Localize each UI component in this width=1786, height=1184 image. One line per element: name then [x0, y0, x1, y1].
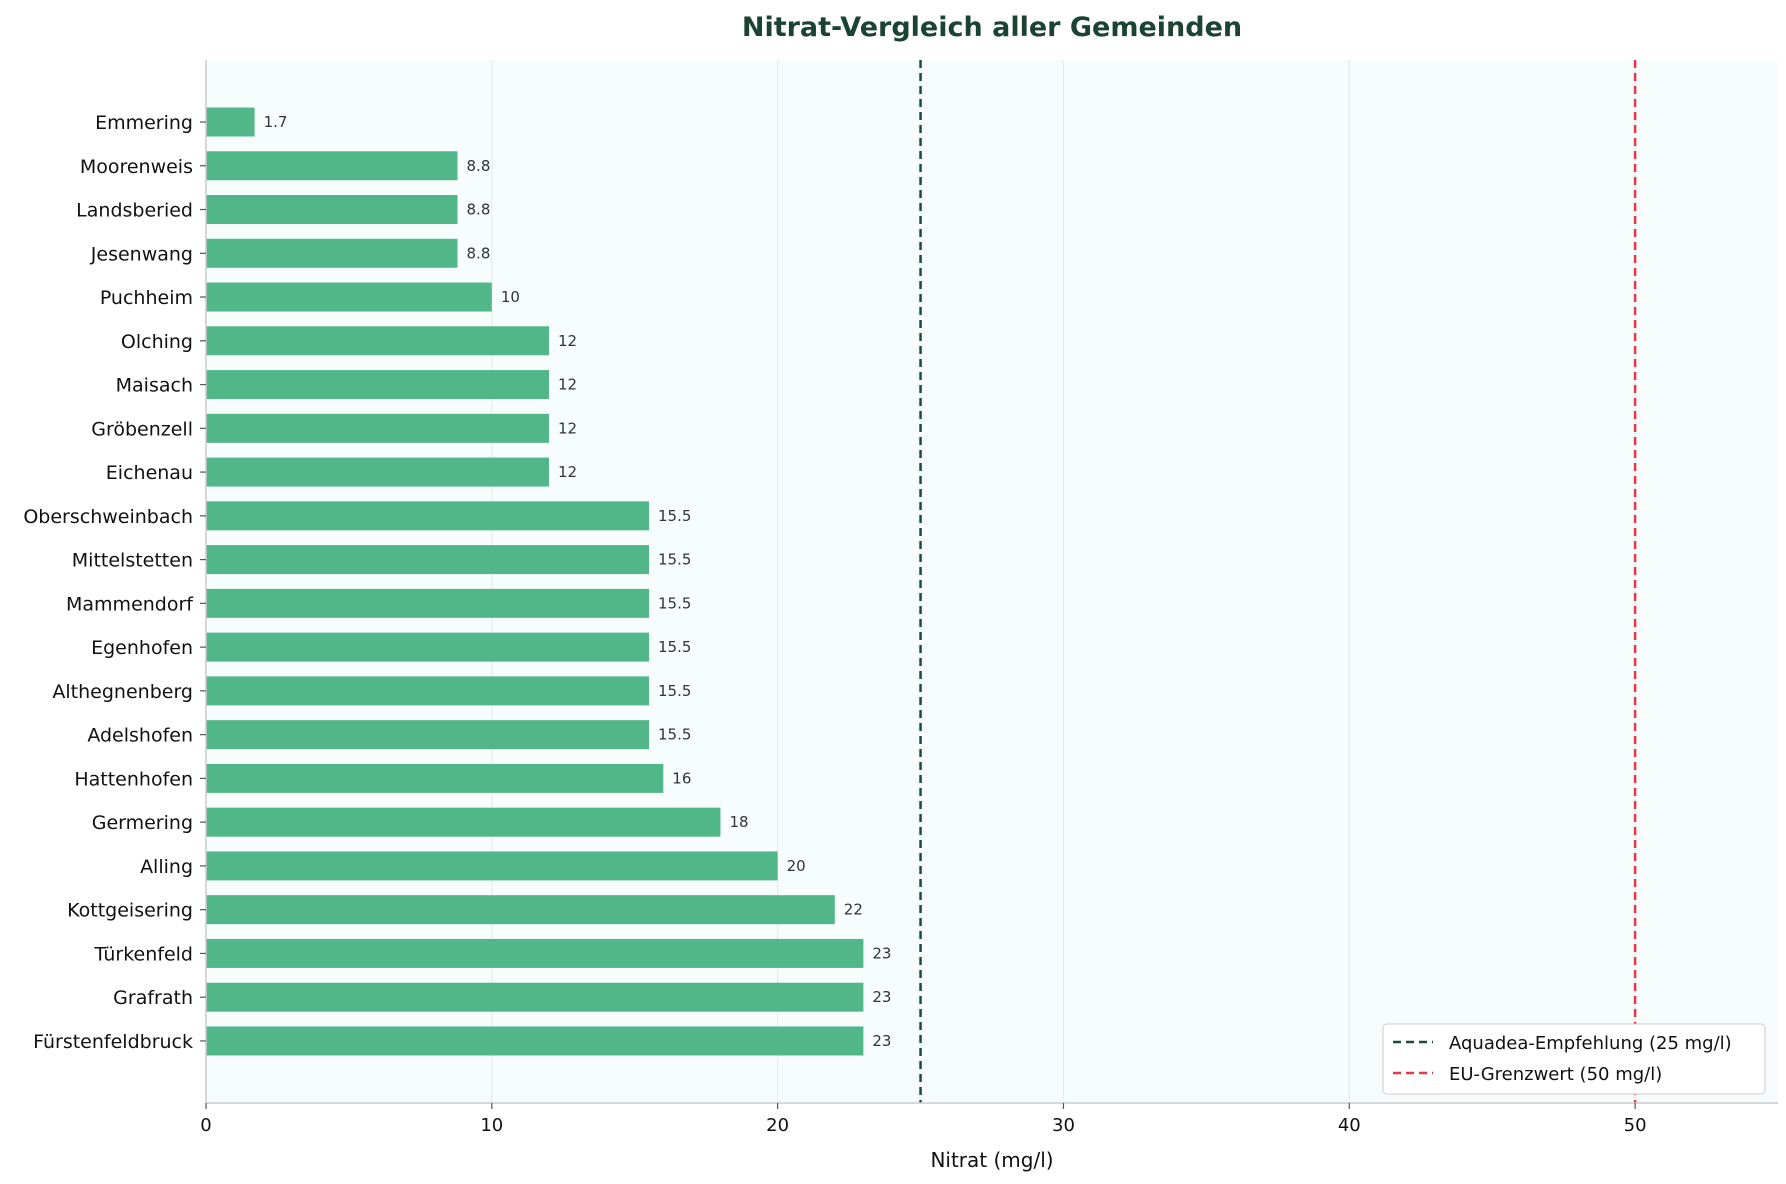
value-label: 23	[872, 988, 891, 1006]
bar	[206, 982, 864, 1012]
category-label: Eichenau	[106, 462, 193, 484]
value-label: 15.5	[658, 594, 691, 612]
bar	[206, 720, 650, 750]
category-label: Egenhofen	[91, 637, 193, 659]
category-label: Adelshofen	[87, 725, 193, 747]
x-ticks: 0 10 20 30 40 50	[200, 1103, 1647, 1136]
bar	[206, 938, 864, 968]
bar	[206, 326, 549, 356]
bar	[206, 457, 549, 487]
category-label: Gröbenzell	[91, 418, 193, 440]
category-label: Moorenweis	[80, 156, 193, 178]
x-tick-label: 20	[766, 1115, 789, 1136]
value-label: 22	[844, 901, 863, 919]
value-label: 8.8	[467, 244, 491, 262]
plot-background	[206, 60, 1778, 1103]
bar	[206, 763, 664, 793]
x-tick-label: 0	[200, 1115, 211, 1136]
bar	[206, 632, 650, 662]
x-tick-label: 40	[1338, 1115, 1361, 1136]
category-label: Türkenfeld	[93, 943, 193, 965]
category-label: Emmering	[95, 112, 193, 134]
category-label: Maisach	[116, 375, 193, 397]
category-label: Mammendorf	[66, 593, 194, 615]
category-label: Landsberied	[76, 200, 193, 222]
bar	[206, 588, 650, 618]
value-label: 8.8	[467, 157, 491, 175]
legend-label-aquadea: Aquadea-Empfehlung (25 mg/l)	[1449, 1033, 1732, 1054]
value-label: 8.8	[467, 201, 491, 219]
grid-lines	[491, 60, 1636, 1103]
value-label: 1.7	[264, 113, 288, 131]
category-label: Althegnenberg	[52, 681, 193, 703]
bar	[206, 1026, 864, 1056]
bar	[206, 282, 492, 312]
category-label: Germering	[92, 812, 193, 834]
category-label: Fürstenfeldbruck	[33, 1031, 193, 1053]
category-label: Olching	[121, 331, 193, 353]
legend-label-eu: EU-Grenzwert (50 mg/l)	[1449, 1064, 1662, 1085]
value-label: 15.5	[658, 551, 691, 569]
category-label: Kottgeisering	[67, 900, 193, 922]
bar	[206, 151, 458, 181]
value-label: 20	[787, 857, 806, 875]
x-tick-label: 30	[1052, 1115, 1075, 1136]
category-label: Puchheim	[100, 287, 193, 309]
bar	[206, 895, 835, 925]
value-label: 15.5	[658, 726, 691, 744]
reference-lines	[919, 60, 1637, 1103]
bar	[206, 676, 650, 706]
bar	[206, 807, 721, 837]
chart-title: Nitrat-Vergleich aller Gemeinden	[742, 12, 1242, 43]
x-axis-title: Nitrat (mg/l)	[930, 1148, 1053, 1172]
category-label: Grafrath	[113, 987, 193, 1009]
bar	[206, 195, 458, 225]
value-label: 12	[558, 376, 577, 394]
value-label: 18	[729, 813, 748, 831]
bar	[206, 851, 778, 881]
bar	[206, 545, 650, 575]
category-label: Alling	[140, 856, 193, 878]
value-labels: 1.7 8.8 8.8 8.8 10 12 12 12 12 15.5 15.5 15.5 15.5 15…	[264, 113, 892, 1050]
category-labels: Emmering Moorenweis Landsberied Jesenwang Pu…	[23, 112, 206, 1053]
category-label: Hattenhofen	[74, 768, 193, 790]
x-tick-label: 50	[1624, 1115, 1647, 1136]
value-label: 12	[558, 463, 577, 481]
bar	[206, 370, 549, 400]
value-label: 23	[872, 944, 891, 962]
legend: Aquadea-Empfehlung (25 mg/l) EU-Grenzwer…	[1382, 1023, 1766, 1095]
bars	[206, 107, 864, 1056]
value-label: 15.5	[658, 682, 691, 700]
value-label: 16	[672, 769, 691, 787]
value-label: 15.5	[658, 638, 691, 656]
value-label: 23	[872, 1032, 891, 1050]
category-label: Oberschweinbach	[23, 506, 193, 528]
x-tick-label: 10	[480, 1115, 503, 1136]
bar	[206, 107, 255, 137]
bar	[206, 501, 650, 531]
bar	[206, 413, 549, 443]
value-label: 15.5	[658, 507, 691, 525]
value-label: 12	[558, 332, 577, 350]
value-label: 12	[558, 419, 577, 437]
category-label: Mittelstetten	[72, 550, 193, 572]
bar	[206, 238, 458, 268]
value-label: 10	[501, 288, 520, 306]
category-label: Jesenwang	[90, 243, 193, 265]
legend-box	[1382, 1023, 1766, 1095]
